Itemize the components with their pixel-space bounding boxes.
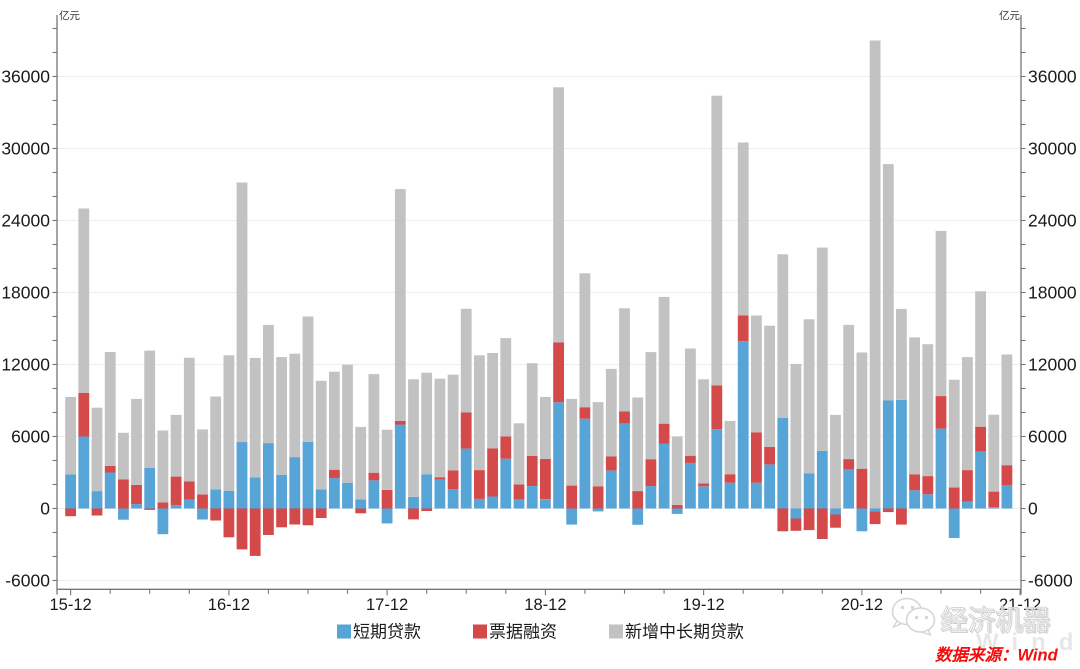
svg-text:6000: 6000 <box>11 427 50 447</box>
svg-text:经济机器: 经济机器 <box>940 604 1050 635</box>
svg-text:新增中长期贷款: 新增中长期贷款 <box>625 623 744 642</box>
svg-text:30000: 30000 <box>1 139 50 159</box>
svg-text:Wind: Wind <box>976 629 1080 656</box>
svg-text:15-12: 15-12 <box>49 596 91 614</box>
svg-text:12000: 12000 <box>1028 355 1077 375</box>
svg-text:0: 0 <box>1028 499 1038 519</box>
svg-text:24000: 24000 <box>1028 211 1077 231</box>
svg-text:-6000: -6000 <box>1028 571 1073 591</box>
svg-text:30000: 30000 <box>1028 139 1077 159</box>
svg-text:24000: 24000 <box>1 211 50 231</box>
svg-text:18000: 18000 <box>1 283 50 303</box>
svg-text:18-12: 18-12 <box>524 596 566 614</box>
svg-text:36000: 36000 <box>1 67 50 87</box>
svg-text:12000: 12000 <box>1 355 50 375</box>
svg-text:经济机器: 经济机器 <box>941 605 1051 636</box>
svg-text:6000: 6000 <box>1028 427 1067 447</box>
svg-text:17-12: 17-12 <box>366 596 408 614</box>
svg-text:16-12: 16-12 <box>208 596 250 614</box>
svg-text:0: 0 <box>40 499 50 519</box>
svg-text:数据来源：Wind: 数据来源：Wind <box>935 646 1059 665</box>
svg-text:亿元: 亿元 <box>999 9 1020 22</box>
svg-text:票据融资: 票据融资 <box>489 623 557 642</box>
svg-text:18000: 18000 <box>1028 283 1077 303</box>
svg-text:19-12: 19-12 <box>682 596 724 614</box>
svg-text:-6000: -6000 <box>5 571 50 591</box>
svg-text:亿元: 亿元 <box>59 9 80 22</box>
svg-text:短期贷款: 短期贷款 <box>353 623 421 642</box>
svg-text:20-12: 20-12 <box>841 596 883 614</box>
svg-text:36000: 36000 <box>1028 67 1077 87</box>
svg-text:21-12: 21-12 <box>999 596 1041 614</box>
